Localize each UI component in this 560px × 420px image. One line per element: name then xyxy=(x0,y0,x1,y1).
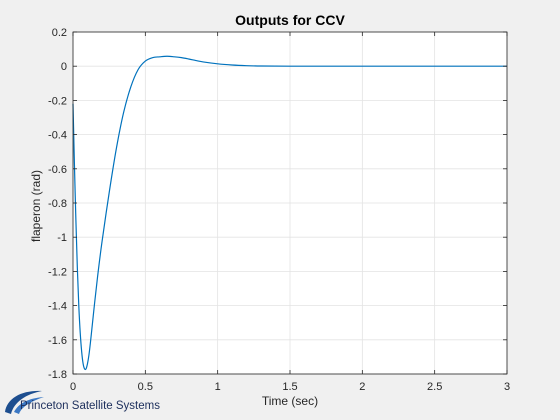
y-tick-label: -0.4 xyxy=(48,130,67,142)
logo-text: Princeton Satellite Systems xyxy=(20,400,160,412)
series-group xyxy=(72,55,507,371)
x-tick-label: 2.5 xyxy=(427,381,442,393)
x-tick-label: 3 xyxy=(504,381,510,393)
y-tick-label: -1.8 xyxy=(48,369,67,381)
y-tick-label: -0.2 xyxy=(48,95,67,107)
tick-labels: 0 0.5 1 1.5 2 2.5 3 -1.8 -1.6 -1.4 -1.2 -1 -0.8 -0.6 -… xyxy=(48,27,510,393)
x-tick-label: 1.5 xyxy=(282,381,297,393)
chart-title: Outputs for CCV xyxy=(235,12,345,28)
x-axis-label: Time (sec) xyxy=(262,394,318,408)
company-logo: Princeton Satellite Systems xyxy=(2,388,222,418)
x-tick-label: 1 xyxy=(215,381,221,393)
y-tick-label: -1.4 xyxy=(48,301,67,313)
y-tick-label: -1 xyxy=(57,232,67,244)
y-tick-label: -1.6 xyxy=(48,335,67,347)
series-line xyxy=(72,55,507,371)
y-tick-label: -0.6 xyxy=(48,164,67,176)
y-tick-label: -1.2 xyxy=(48,266,67,278)
y-tick-label: -0.8 xyxy=(48,198,67,210)
swoosh-icon xyxy=(5,390,44,414)
y-tick-label: 0 xyxy=(61,61,67,73)
x-tick-label: 2 xyxy=(359,381,365,393)
x-tick-label: 0.5 xyxy=(138,381,153,393)
x-tick-label: 0 xyxy=(70,381,76,393)
y-tick-label: 0.2 xyxy=(52,27,67,39)
tick-marks xyxy=(72,31,508,375)
y-axis-label: flaperon (rad) xyxy=(29,170,43,242)
